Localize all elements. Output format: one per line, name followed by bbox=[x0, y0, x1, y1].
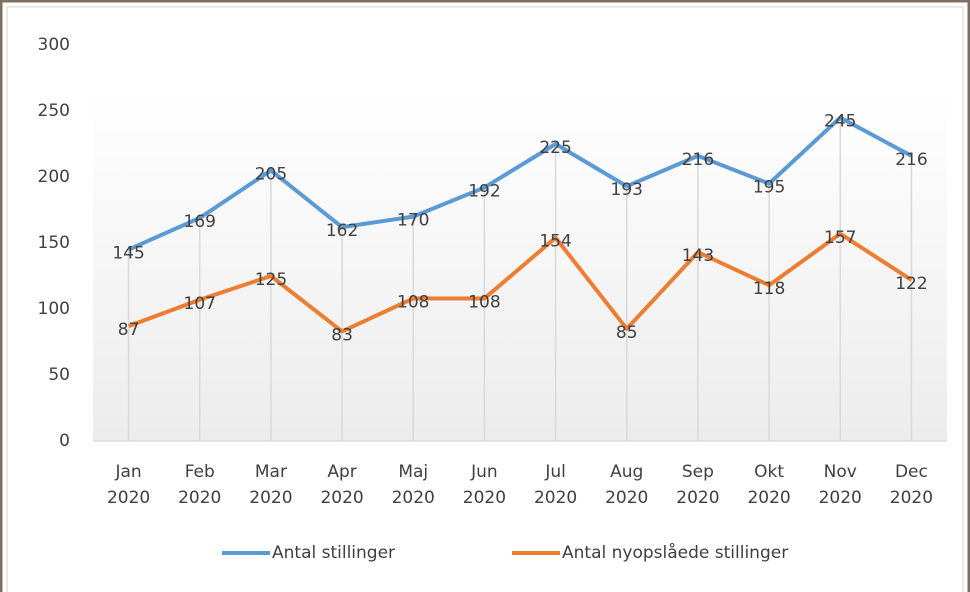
data-label: 225 bbox=[539, 138, 571, 158]
data-label: 122 bbox=[895, 274, 927, 294]
x-tick-label: Apr 2020 bbox=[320, 462, 364, 508]
x-tick-label: Okt 2020 bbox=[747, 462, 791, 508]
data-label: 108 bbox=[468, 292, 500, 312]
data-label: 162 bbox=[326, 221, 358, 241]
data-label: 83 bbox=[331, 325, 353, 345]
y-tick-label: 0 bbox=[59, 431, 70, 451]
data-label: 108 bbox=[397, 292, 429, 312]
x-tick-label: Sep 2020 bbox=[676, 462, 720, 508]
y-tick-label: 50 bbox=[48, 365, 70, 385]
data-label: 87 bbox=[118, 320, 140, 340]
data-label: 118 bbox=[753, 279, 785, 299]
data-label: 245 bbox=[824, 112, 856, 132]
x-tick-label: Jun 2020 bbox=[462, 462, 507, 508]
series-line bbox=[127, 115, 913, 252]
x-tick-label: Mar 2020 bbox=[249, 462, 293, 508]
legend-label: Antal nyopslåede stillinger bbox=[562, 542, 788, 563]
x-tick-label: Feb 2020 bbox=[178, 462, 222, 508]
data-label: 192 bbox=[468, 182, 500, 202]
data-label: 85 bbox=[616, 323, 638, 343]
x-tick-label: Jul 2020 bbox=[533, 462, 578, 508]
data-label: 107 bbox=[184, 294, 216, 314]
y-tick-label: 100 bbox=[38, 299, 70, 319]
x-tick-label: Nov 2020 bbox=[818, 462, 862, 508]
data-label: 205 bbox=[255, 164, 287, 184]
data-label: 170 bbox=[397, 211, 429, 231]
data-label: 143 bbox=[682, 246, 714, 266]
data-label: 216 bbox=[895, 150, 927, 170]
x-tick-label: Maj 2020 bbox=[391, 462, 435, 508]
data-label: 216 bbox=[682, 150, 714, 170]
y-tick-label: 150 bbox=[38, 233, 70, 253]
y-tick-label: 200 bbox=[38, 167, 70, 187]
data-label: 169 bbox=[184, 212, 216, 232]
legend-label: Antal stillinger bbox=[272, 543, 395, 563]
data-label: 195 bbox=[753, 178, 785, 198]
x-tick-label: Aug 2020 bbox=[605, 462, 649, 508]
data-label: 145 bbox=[112, 244, 144, 264]
series-line bbox=[127, 231, 913, 334]
data-label: 125 bbox=[255, 270, 287, 290]
data-label: 157 bbox=[824, 228, 856, 248]
y-tick-label: 300 bbox=[38, 35, 70, 55]
data-label: 154 bbox=[539, 232, 571, 252]
inner-frame bbox=[6, 6, 964, 592]
data-label: 193 bbox=[611, 180, 643, 200]
x-tick-label: Jan 2020 bbox=[106, 462, 151, 508]
y-tick-label: 250 bbox=[38, 101, 70, 121]
x-tick-label: Dec 2020 bbox=[889, 462, 934, 508]
